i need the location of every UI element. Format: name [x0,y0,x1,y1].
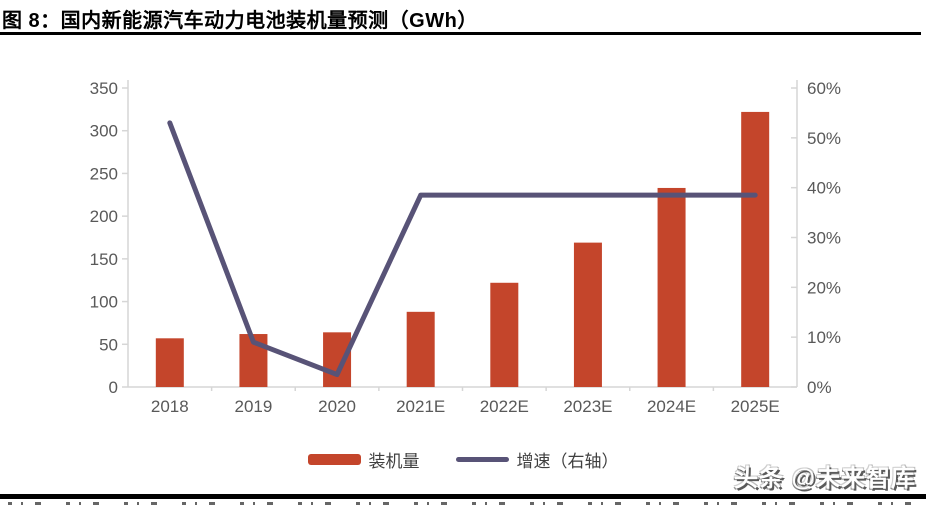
figure-title: 图 8：国内新能源汽车动力电池装机量预测（GWh） [2,10,478,32]
right-axis-tick-label: 0% [807,378,832,397]
left-axis-tick-label: 300 [90,122,118,141]
chart-canvas: 0 50 100 150 200 250 300 350 0% 10% 20% 30% 40% 50% 60… [90,79,841,416]
right-axis-tick-label: 40% [807,179,841,198]
x-axis-category-label: 2021E [396,397,445,416]
bar-2023E [573,242,602,387]
x-axis-category-label: 2019 [235,397,273,416]
right-axis-tick-label: 60% [807,79,841,98]
title-underline [0,32,921,35]
bar-2021E [406,311,435,387]
bottom-divider [0,494,926,499]
right-axis-tick-label: 50% [807,129,841,148]
bar-2024E [657,187,686,387]
right-axis-tick-label: 10% [807,328,841,347]
right-axis-tick-label: 20% [807,278,841,297]
right-axis-tick-label: 30% [807,229,841,248]
bar-2022E [490,282,519,387]
x-axis-category-label: 2025E [731,397,780,416]
chart-legend: 装机量 增速（右轴） [0,447,926,472]
x-axis-category-label: 2018 [151,397,189,416]
left-axis-tick-label: 150 [90,250,118,269]
left-axis-tick-label: 50 [99,335,118,354]
left-axis-tick-label: 250 [90,164,118,183]
legend-label: 装机量 [368,452,420,471]
legend-item-installed-capacity: 装机量 [307,447,420,472]
legend-item-growth-rate: 增速（右轴） [455,447,619,472]
left-axis-tick-label: 0 [109,378,118,397]
legend-label: 增速（右轴） [516,452,619,471]
x-axis-category-label: 2020 [318,397,356,416]
left-axis-tick-label: 350 [90,79,118,98]
left-axis-tick-label: 100 [90,293,118,312]
bar-2018 [155,338,184,387]
growth-rate-line [167,120,758,378]
legend-bar-swatch [307,454,361,465]
bar-2020 [323,332,352,387]
legend-line-swatch [455,457,509,462]
x-axis-category-label: 2023E [563,397,612,416]
watermark-toutiao-future-thinktank: 头条 @未来智库 [733,465,916,492]
cropped-source-text [8,502,920,505]
x-axis-category-label: 2022E [480,397,529,416]
bar-2025E [741,111,770,388]
x-axis-category-label: 2024E [647,397,696,416]
left-axis-tick-label: 200 [90,207,118,226]
